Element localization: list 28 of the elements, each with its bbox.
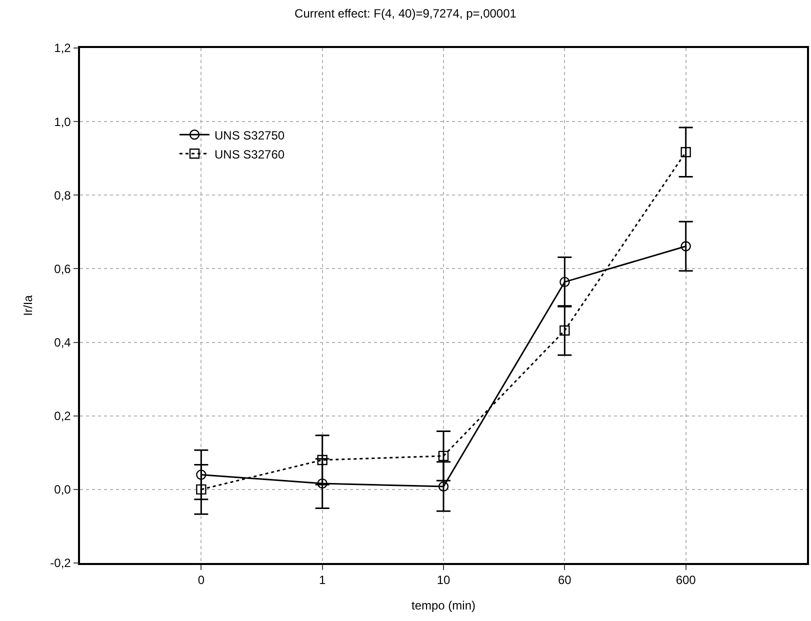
y-tick-label: 0,0 bbox=[54, 482, 72, 497]
legend-label: UNS S32760 bbox=[214, 147, 285, 162]
x-tick-label: 60 bbox=[558, 573, 572, 588]
y-tick-label: 1,2 bbox=[54, 41, 72, 56]
y-tick-label: 1,0 bbox=[54, 114, 72, 129]
point bbox=[317, 454, 328, 466]
point bbox=[680, 241, 691, 252]
point bbox=[196, 484, 206, 495]
chart-title: Current effect: F(4, 40)=9,7274, p=,00001 bbox=[294, 6, 517, 21]
y-tick-label: 0,8 bbox=[54, 188, 72, 202]
x-tick-label: 10 bbox=[436, 573, 450, 588]
point bbox=[438, 481, 449, 492]
y-tick-label: -0,2 bbox=[50, 556, 72, 570]
point bbox=[560, 276, 570, 288]
y-tick-label: 0,2 bbox=[54, 409, 72, 424]
x-tick-label: 600 bbox=[676, 573, 696, 588]
legend-label: UNS S32750 bbox=[214, 128, 285, 142]
y-tick-label: 0,4 bbox=[54, 335, 72, 350]
y-axis-title: Ir/Ia bbox=[20, 294, 35, 316]
point bbox=[196, 470, 206, 480]
x-axis-title: tempo (min) bbox=[411, 598, 476, 613]
point bbox=[317, 478, 328, 489]
point bbox=[680, 147, 691, 158]
x-tick-label: 0 bbox=[198, 573, 205, 588]
point bbox=[560, 325, 570, 336]
y-tick-label: 0,6 bbox=[54, 262, 72, 276]
point bbox=[438, 450, 449, 462]
x-tick-label: 1 bbox=[318, 573, 326, 588]
